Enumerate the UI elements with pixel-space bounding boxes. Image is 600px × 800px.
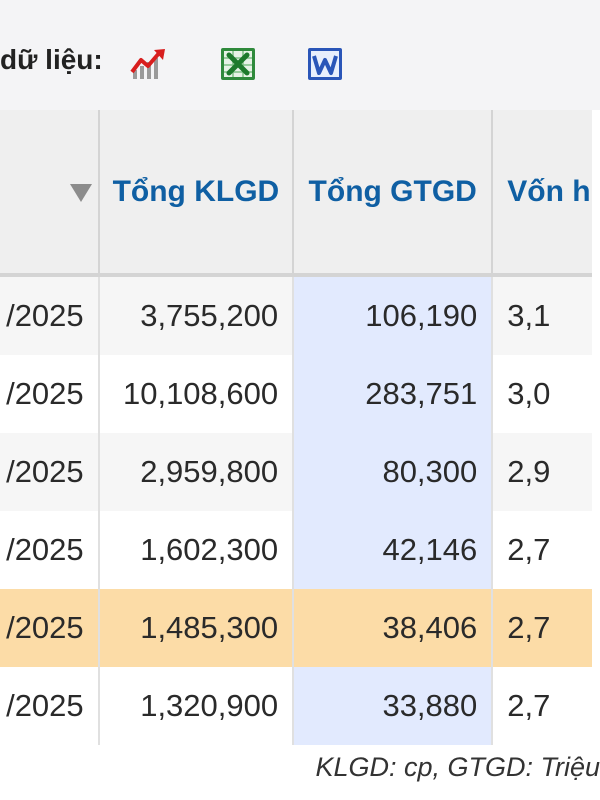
- von-cell: 3,0: [492, 355, 592, 433]
- date-cell: /2025: [0, 667, 100, 745]
- klgd-cell: 2,959,800: [98, 433, 295, 511]
- von-cell: 2,7: [492, 589, 592, 667]
- table-row: /2025 1,320,900 33,880 2,7: [0, 667, 592, 745]
- table-row: /2025 10,108,600 283,751 3,0: [0, 355, 592, 433]
- date-cell: /2025: [0, 433, 100, 511]
- gtgd-cell: 42,146: [293, 511, 494, 589]
- von-column-header[interactable]: Vốn h: [492, 110, 592, 277]
- von-cell: 2,9: [492, 433, 592, 511]
- gtgd-cell: 283,751: [293, 355, 494, 433]
- von-cell: 3,1: [492, 275, 592, 355]
- excel-icon[interactable]: [219, 46, 257, 82]
- klgd-cell: 1,485,300: [98, 589, 295, 667]
- gtgd-column-header[interactable]: Tổng GTGD: [293, 110, 494, 277]
- table-row-highlighted: /2025 1,485,300 38,406 2,7: [0, 589, 592, 667]
- von-cell: 2,7: [492, 667, 592, 745]
- gtgd-cell: 38,406: [293, 589, 494, 667]
- klgd-cell: 1,602,300: [98, 511, 295, 589]
- von-cell: 2,7: [492, 511, 592, 589]
- date-cell: /2025: [0, 275, 100, 355]
- klgd-cell: 10,108,600: [98, 355, 295, 433]
- klgd-cell: 3,755,200: [98, 275, 295, 355]
- date-cell: /2025: [0, 511, 100, 589]
- table-row: /2025 2,959,800 80,300 2,9: [0, 433, 592, 511]
- word-icon[interactable]: [306, 46, 344, 82]
- gtgd-cell: 33,880: [293, 667, 494, 745]
- table-header-row: Tổng KLGD Tổng GTGD Vốn h: [0, 110, 592, 277]
- date-cell: /2025: [0, 589, 100, 667]
- export-toolbar: dữ liệu:: [0, 0, 600, 110]
- table-row: /2025 1,602,300 42,146 2,7: [0, 511, 592, 589]
- klgd-cell: 1,320,900: [98, 667, 295, 745]
- klgd-column-header[interactable]: Tổng KLGD: [98, 110, 295, 277]
- gtgd-cell: 80,300: [293, 433, 494, 511]
- date-column-header[interactable]: [0, 110, 100, 277]
- export-label: dữ liệu:: [0, 44, 103, 75]
- gtgd-cell: 106,190: [293, 275, 494, 355]
- table-row: /2025 3,755,200 106,190 3,1: [0, 275, 592, 355]
- trading-table: Tổng KLGD Tổng GTGD Vốn h /2025 3,755,20…: [0, 110, 592, 745]
- trading-table-container: Tổng KLGD Tổng GTGD Vốn h /2025 3,755,20…: [0, 110, 600, 750]
- chart-icon[interactable]: [130, 46, 168, 82]
- sort-desc-icon[interactable]: [69, 183, 92, 202]
- units-footnote: KLGD: cp, GTGD: Triệu: [315, 752, 600, 782]
- date-cell: /2025: [0, 355, 100, 433]
